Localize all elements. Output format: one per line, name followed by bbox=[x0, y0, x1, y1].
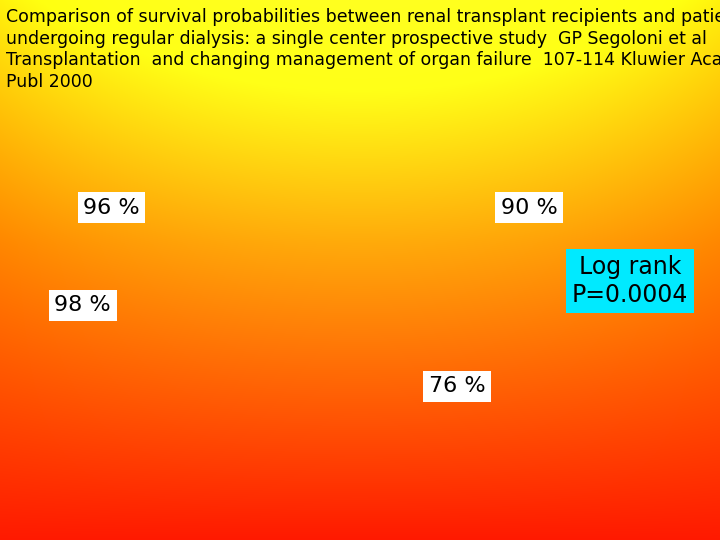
Text: Comparison of survival probabilities between renal transplant recipients and pat: Comparison of survival probabilities bet… bbox=[6, 8, 720, 91]
Text: 98 %: 98 % bbox=[55, 295, 111, 315]
Text: 90 %: 90 % bbox=[501, 198, 557, 218]
Text: Log rank
P=0.0004: Log rank P=0.0004 bbox=[572, 255, 688, 307]
Text: 96 %: 96 % bbox=[84, 198, 140, 218]
Text: 76 %: 76 % bbox=[429, 376, 485, 396]
